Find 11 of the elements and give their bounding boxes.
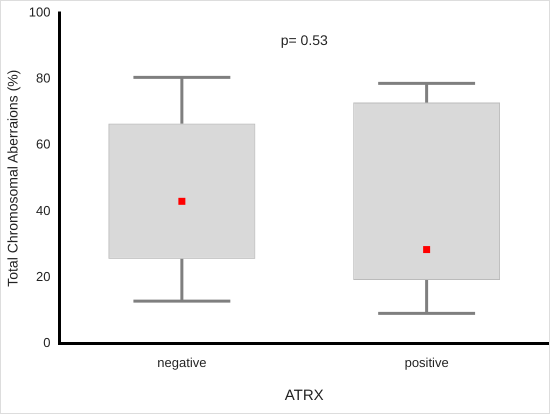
y-tick-label: 100 [28, 4, 50, 20]
y-tick-label: 60 [36, 136, 50, 152]
x-axis-title: ATRX [284, 387, 324, 404]
x-tick-label: negative [157, 354, 206, 370]
y-tick-label: 80 [36, 70, 50, 86]
annotation: p= 0.53 [280, 32, 328, 48]
y-tick-label: 40 [36, 202, 50, 218]
y-tick-label: 20 [36, 268, 50, 284]
x-tick-label: positive [404, 354, 449, 370]
y-axis-title: Total Chromosomal Aberraions (%) [4, 70, 20, 287]
y-tick-label: 0 [43, 334, 50, 350]
